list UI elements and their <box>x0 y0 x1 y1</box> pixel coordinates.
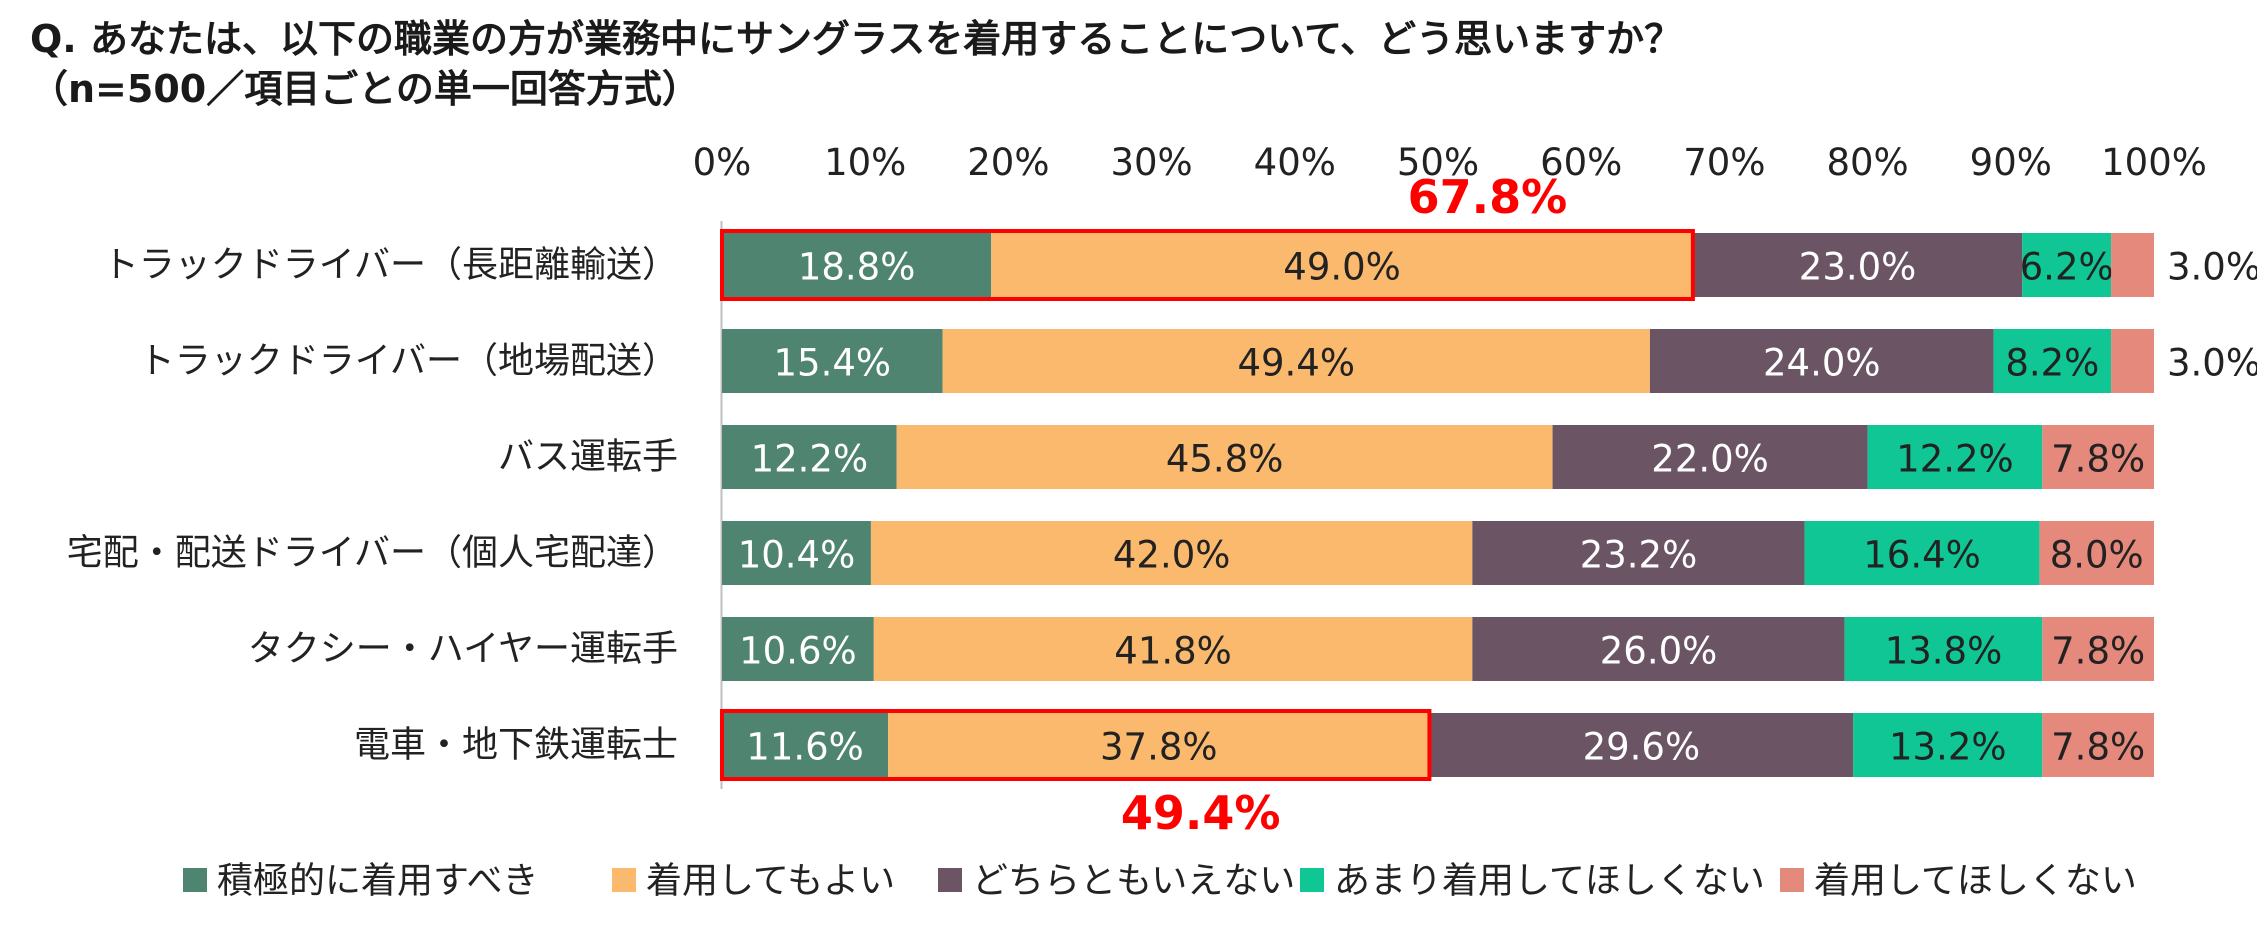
category-label: バス運転手 <box>498 437 678 478</box>
legend-swatch <box>938 868 962 892</box>
bar-segment <box>873 617 1473 681</box>
bar-segment <box>1692 233 2023 297</box>
data-label: 41.8% <box>1114 630 1232 673</box>
bar-segment <box>722 425 897 489</box>
data-label: 6.2% <box>2020 246 2114 289</box>
bar-segment <box>722 233 992 297</box>
x-tick-label: 60% <box>1540 141 1622 184</box>
data-label: 49.4% <box>1237 342 1355 385</box>
data-label: 13.8% <box>1885 630 2003 673</box>
bar-segment <box>1472 521 1805 585</box>
data-label: 23.0% <box>1799 246 1917 289</box>
data-label: 37.8% <box>1100 726 1218 769</box>
category-label: 電車・地下鉄運転士 <box>354 725 678 766</box>
bar-segment <box>870 521 1473 585</box>
category-label: トラックドライバー（地場配送） <box>139 341 678 382</box>
data-label: 16.4% <box>1863 534 1981 577</box>
data-label: 24.0% <box>1763 342 1881 385</box>
x-tick-label: 50% <box>1397 141 1479 184</box>
x-tick-label: 80% <box>1826 141 1908 184</box>
bar-segment <box>942 329 1650 393</box>
data-label: 45.8% <box>1166 438 1284 481</box>
chart-title: Q. あなたは、以下の職業の方が業務中にサングラスを着用することについて、どう思… <box>30 14 1682 114</box>
bar-segment <box>1804 521 2040 585</box>
x-tick-label: 10% <box>824 141 906 184</box>
bar-segment <box>2042 617 2154 681</box>
category-label: 宅配・配送ドライバー（個人宅配達） <box>67 533 678 574</box>
legend-label: どちらともいえない <box>972 861 1295 902</box>
legend-label: 着用してもよい <box>646 861 895 902</box>
bar-segment <box>1472 617 1845 681</box>
bar-segment <box>1649 329 1994 393</box>
data-label: 11.6% <box>746 726 864 769</box>
highlight-box <box>720 229 1695 301</box>
data-label: 3.0% <box>2167 246 2257 289</box>
bar-segment <box>2042 713 2154 777</box>
data-label: 12.2% <box>1896 438 2014 481</box>
x-tick-label: 100% <box>2101 141 2207 184</box>
bar-segment <box>2039 521 2154 585</box>
legend-label: あまり着用してほしくない <box>1334 861 1765 902</box>
title-line-question: Q. あなたは、以下の職業の方が業務中にサングラスを着用することについて、どう思… <box>30 17 1683 61</box>
highlight-total-label: 67.8% <box>1408 170 1568 224</box>
legend-swatch <box>183 868 207 892</box>
category-label: タクシー・ハイヤー運転手 <box>248 629 678 670</box>
data-label: 8.0% <box>2050 534 2144 577</box>
data-label: 12.2% <box>751 438 869 481</box>
bar-segment <box>2111 233 2154 297</box>
x-tick-label: 70% <box>1683 141 1765 184</box>
data-label: 7.8% <box>2051 726 2145 769</box>
data-label: 23.2% <box>1580 534 1698 577</box>
bar-segment <box>1844 617 2043 681</box>
data-label: 3.0% <box>2167 342 2257 385</box>
legend-swatch <box>612 868 636 892</box>
data-label: 13.2% <box>1889 726 2007 769</box>
data-label: 26.0% <box>1600 630 1718 673</box>
data-label: 7.8% <box>2051 438 2145 481</box>
data-label: 18.8% <box>798 246 916 289</box>
data-label: 7.8% <box>2051 630 2145 673</box>
bar-segment <box>1993 329 2112 393</box>
data-label: 29.6% <box>1583 726 1701 769</box>
data-label: 8.2% <box>2005 342 2099 385</box>
category-label: トラックドライバー（長距離輸送） <box>103 245 678 286</box>
x-tick-label: 20% <box>967 141 1049 184</box>
bar-segment <box>1552 425 1868 489</box>
title-line-sample-note: （n=500／項目ごとの単一回答方式） <box>30 67 700 111</box>
bar-segment <box>722 713 889 777</box>
data-label: 10.6% <box>739 630 857 673</box>
legend-swatch <box>1300 868 1324 892</box>
bar-segment <box>722 521 871 585</box>
data-label: 10.4% <box>738 534 856 577</box>
data-label: 15.4% <box>773 342 891 385</box>
bar-segment <box>1853 713 2043 777</box>
bar-segment <box>1867 425 2043 489</box>
data-label: 49.0% <box>1283 246 1401 289</box>
x-tick-label: 30% <box>1110 141 1192 184</box>
bar-segment <box>991 233 1693 297</box>
highlight-box <box>720 709 1432 781</box>
bar-segment <box>896 425 1553 489</box>
bar-segment <box>722 329 943 393</box>
legend-swatch <box>1780 868 1804 892</box>
data-label: 22.0% <box>1651 438 1769 481</box>
highlight-total-label: 49.4% <box>1121 786 1281 840</box>
x-tick-label: 40% <box>1254 141 1336 184</box>
bar-segment <box>2022 233 2112 297</box>
legend-label: 積極的に着用すべき <box>217 861 538 902</box>
legend-label: 着用してほしくない <box>1814 861 2137 902</box>
bar-segment <box>2111 329 2154 393</box>
x-tick-label: 90% <box>1970 141 2052 184</box>
bar-segment <box>888 713 1430 777</box>
bar-segment <box>722 617 874 681</box>
x-tick-label: 0% <box>693 141 752 184</box>
bar-segment <box>1429 713 1854 777</box>
bar-segment <box>2042 425 2154 489</box>
data-label: 42.0% <box>1113 534 1231 577</box>
